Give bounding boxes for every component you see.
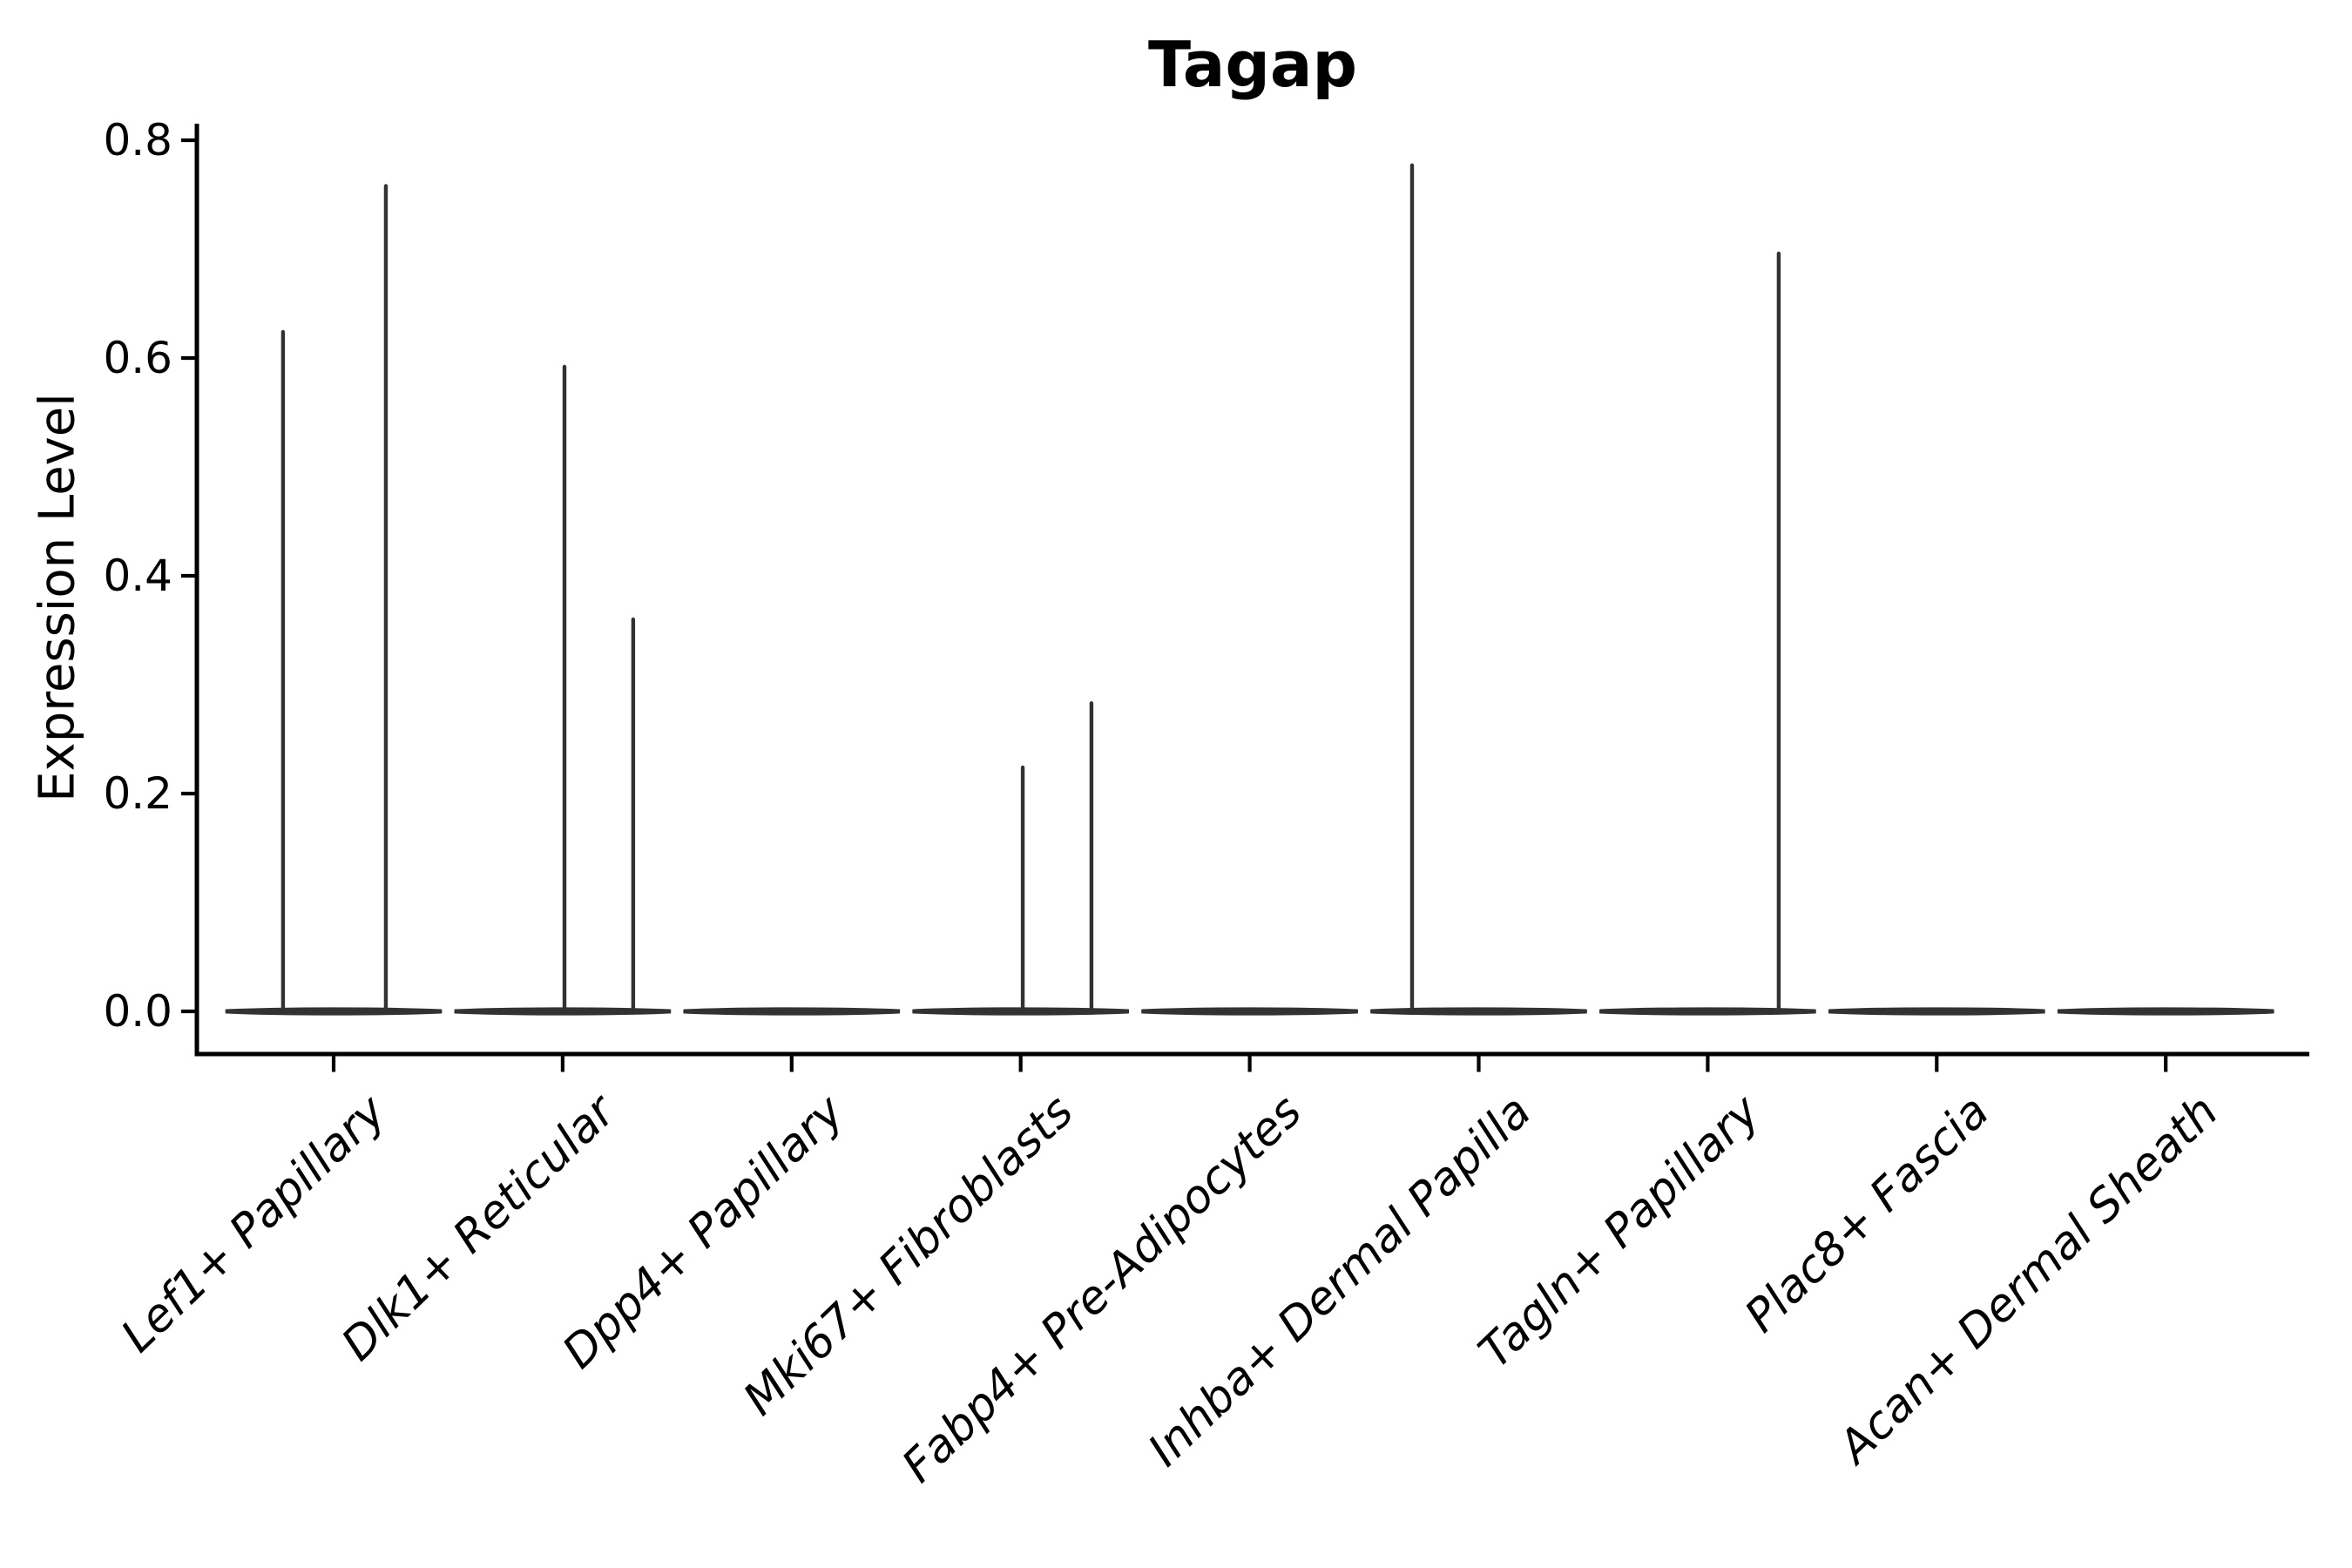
y-tick-label: 0.8 — [103, 115, 172, 166]
y-tick-label: 0.6 — [103, 333, 172, 383]
violin-base — [1828, 1007, 2045, 1016]
y-tick-label: 0.2 — [103, 768, 172, 819]
y-tick-label: 0.0 — [103, 986, 172, 1037]
violin-base — [1141, 1007, 1358, 1016]
chart-title: Tagap — [1147, 28, 1358, 101]
violin-base — [912, 1007, 1130, 1016]
violin-base — [1370, 1007, 1587, 1016]
violin-base — [1599, 1007, 1816, 1016]
violin-base — [225, 1007, 443, 1016]
violin-base — [2057, 1007, 2274, 1016]
y-tick-label: 0.4 — [103, 551, 172, 601]
violin-base — [683, 1007, 901, 1016]
